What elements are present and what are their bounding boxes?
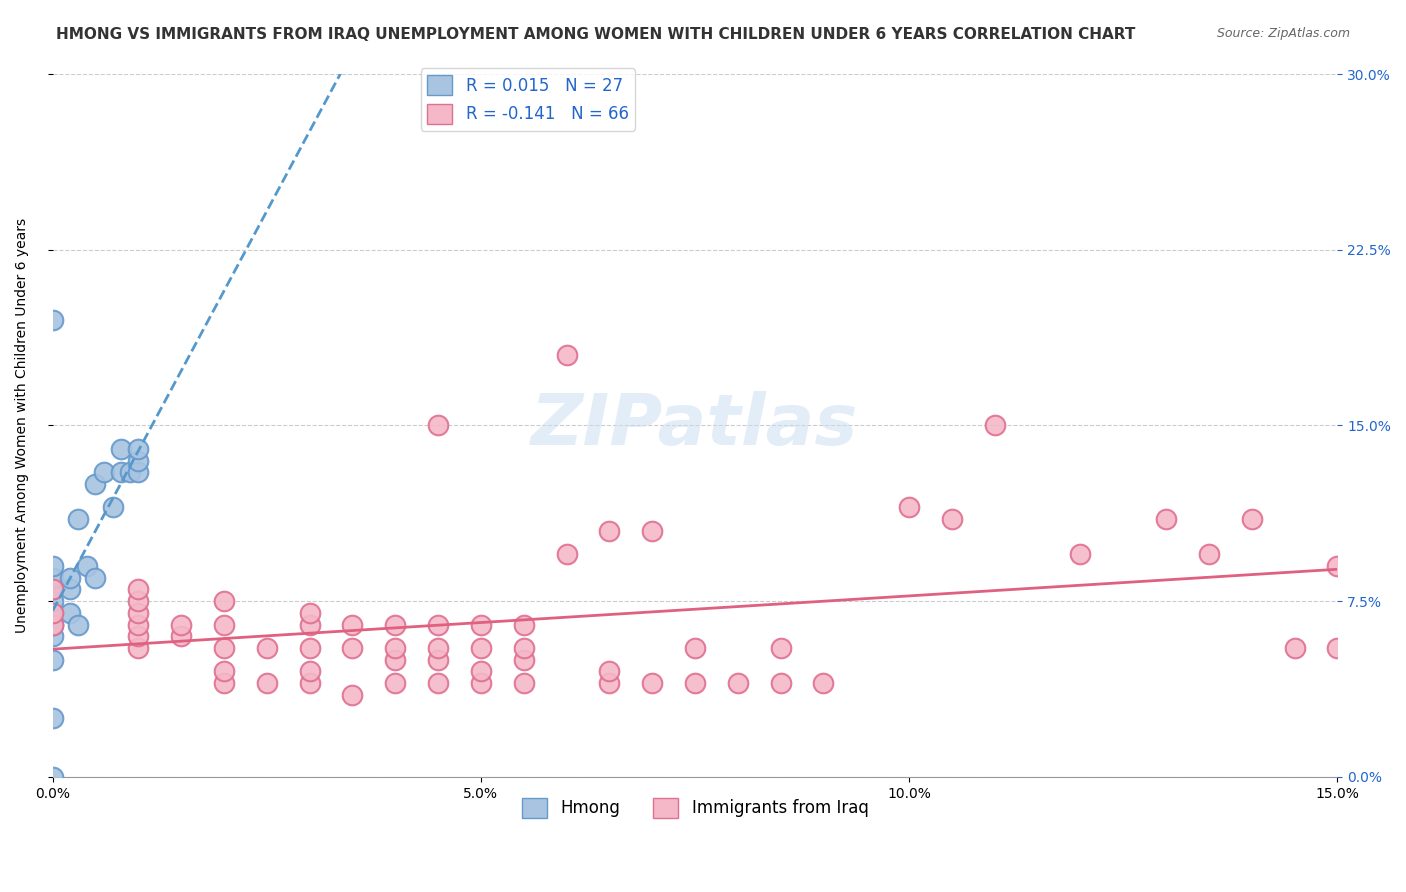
Point [67,617,90,632]
Point [1198,547,1220,561]
Point [427,676,450,690]
Point [127,582,149,597]
Point [470,640,492,655]
Point [427,640,450,655]
Point [76,559,98,574]
Point [41,711,63,725]
Point [41,582,63,597]
Point [170,617,193,632]
Point [41,653,63,667]
Point [1154,512,1177,526]
Point [110,465,132,479]
Point [59,606,82,620]
Point [170,629,193,643]
Point [427,653,450,667]
Point [118,465,141,479]
Point [598,676,620,690]
Point [683,676,706,690]
Point [298,617,321,632]
Point [212,640,235,655]
Point [127,594,149,608]
Point [41,606,63,620]
Point [59,582,82,597]
Point [769,640,792,655]
Point [427,418,450,433]
Text: HMONG VS IMMIGRANTS FROM IRAQ UNEMPLOYMENT AMONG WOMEN WITH CHILDREN UNDER 6 YEA: HMONG VS IMMIGRANTS FROM IRAQ UNEMPLOYME… [56,27,1136,42]
Point [1284,640,1306,655]
Point [727,676,749,690]
Point [298,606,321,620]
Point [298,676,321,690]
Point [41,594,63,608]
Point [127,629,149,643]
Point [41,559,63,574]
Point [555,547,578,561]
Legend: Hmong, Immigrants from Iraq: Hmong, Immigrants from Iraq [515,791,875,825]
Point [127,453,149,467]
Point [813,676,835,690]
Point [470,676,492,690]
Point [298,640,321,655]
Point [256,640,278,655]
Point [59,571,82,585]
Point [898,500,921,515]
Point [1069,547,1091,561]
Point [641,676,664,690]
Point [127,617,149,632]
Point [41,571,63,585]
Point [384,617,406,632]
Point [769,676,792,690]
Point [41,606,63,620]
Point [384,640,406,655]
Point [298,665,321,679]
Point [512,676,534,690]
Point [342,640,364,655]
Point [512,653,534,667]
Point [512,617,534,632]
Point [93,465,115,479]
Point [41,629,63,643]
Point [127,442,149,456]
Point [67,512,90,526]
Point [1240,512,1263,526]
Point [127,640,149,655]
Point [127,606,149,620]
Point [41,617,63,632]
Point [212,676,235,690]
Point [127,465,149,479]
Point [1326,559,1348,574]
Point [101,500,124,515]
Point [384,653,406,667]
Point [683,640,706,655]
Point [342,617,364,632]
Text: ZIPatlas: ZIPatlas [531,391,859,460]
Y-axis label: Unemployment Among Women with Children Under 6 years: Unemployment Among Women with Children U… [15,218,30,633]
Point [41,582,63,597]
Point [342,688,364,702]
Point [41,617,63,632]
Point [1326,640,1348,655]
Point [598,524,620,538]
Point [941,512,963,526]
Point [41,313,63,327]
Point [84,477,107,491]
Point [256,676,278,690]
Point [110,442,132,456]
Text: Source: ZipAtlas.com: Source: ZipAtlas.com [1216,27,1350,40]
Point [427,617,450,632]
Point [384,676,406,690]
Point [598,665,620,679]
Point [84,571,107,585]
Point [470,617,492,632]
Point [984,418,1007,433]
Point [212,665,235,679]
Point [212,617,235,632]
Point [212,594,235,608]
Point [555,348,578,362]
Point [41,770,63,784]
Point [512,640,534,655]
Point [641,524,664,538]
Point [470,665,492,679]
